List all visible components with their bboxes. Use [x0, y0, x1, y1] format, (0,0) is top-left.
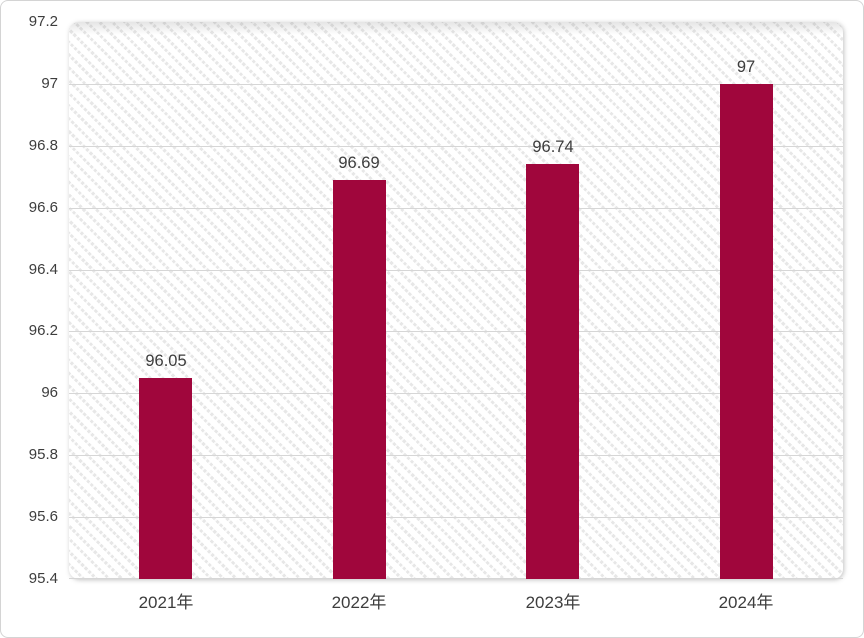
gridline [69, 331, 843, 332]
bar-value-label: 97 [736, 58, 756, 76]
bar-value-label: 96.74 [532, 138, 574, 156]
gridline [69, 270, 843, 271]
y-tick-label: 96.8 [28, 137, 58, 154]
gridline [69, 84, 843, 85]
bar-2021年 [139, 378, 192, 579]
y-tick-label: 96.2 [28, 322, 58, 339]
bar-value-label: 96.05 [145, 352, 187, 370]
plot-area: 96.05 96.69 96.74 97 [69, 22, 843, 579]
gridline [69, 208, 843, 209]
x-tick-label: 2023年 [525, 593, 581, 612]
gridline [69, 455, 843, 456]
y-tick-label: 96.4 [28, 261, 58, 278]
x-tick-label: 2022年 [331, 593, 387, 612]
bar-value-label: 96.69 [338, 154, 380, 172]
y-tick-label: 96.6 [28, 199, 58, 216]
x-tick-label: 2024年 [718, 593, 774, 612]
y-tick-label: 95.8 [28, 446, 58, 463]
y-tick-label: 95.6 [28, 508, 58, 525]
gridline [69, 578, 843, 579]
y-tick-label: 96 [41, 384, 58, 401]
y-tick-label: 97 [41, 75, 58, 92]
bar-2024年 [720, 84, 773, 579]
bar-2022年 [333, 180, 386, 579]
x-tick-label: 2021年 [138, 593, 194, 612]
bar-2023年 [526, 164, 579, 579]
y-tick-label: 95.4 [28, 570, 58, 587]
gridline [69, 146, 843, 147]
gridline [69, 393, 843, 394]
gridline [69, 517, 843, 518]
y-tick-label: 97.2 [28, 13, 58, 30]
